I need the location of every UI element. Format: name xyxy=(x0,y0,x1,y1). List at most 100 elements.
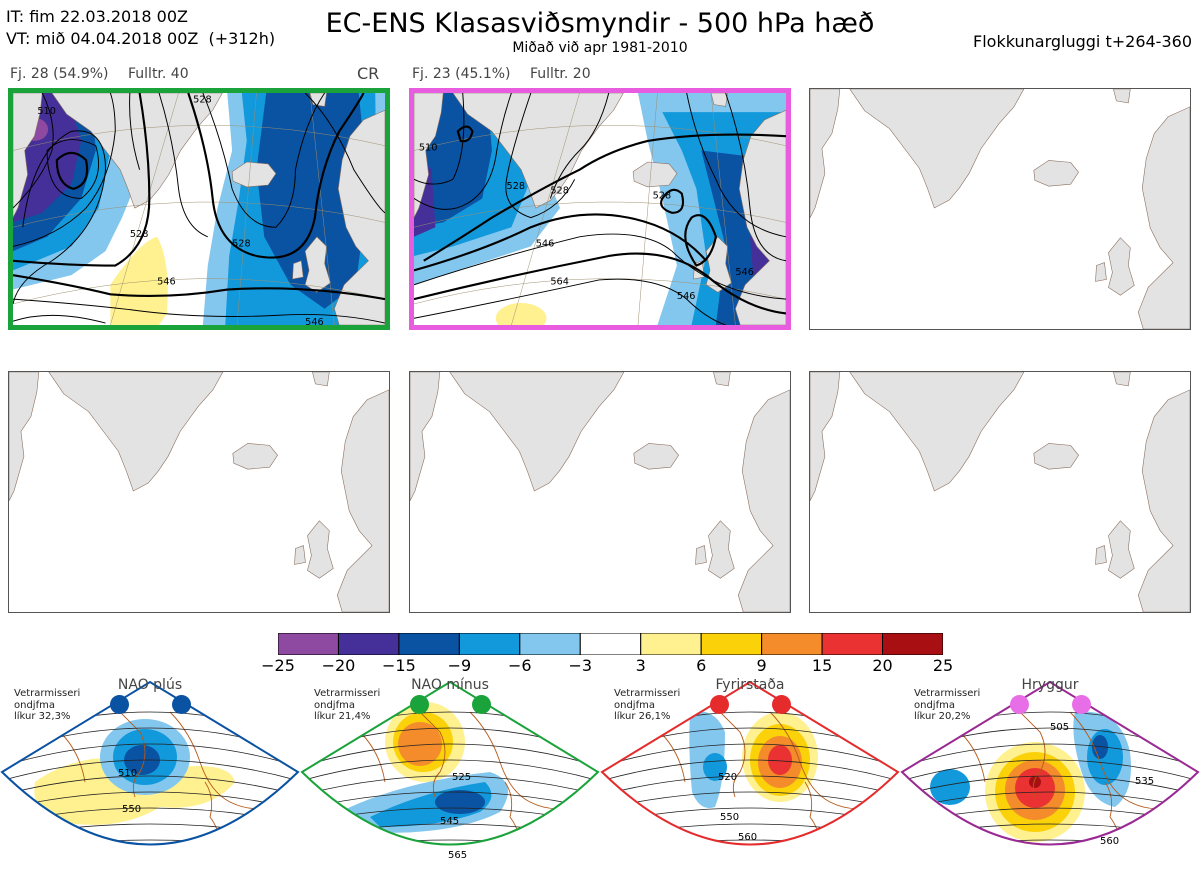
contour-label: 510 xyxy=(419,143,438,154)
contour-label: 546 xyxy=(157,277,176,288)
height-contours xyxy=(13,93,385,324)
issue-time: IT: fim 22.03.2018 00Z xyxy=(6,7,188,26)
map-land-scandinavia xyxy=(1137,389,1190,612)
regime-marker-dot xyxy=(1010,695,1029,714)
valid-time: VT: mið 04.04.2018 00Z (+312h) xyxy=(6,29,276,48)
map-land-greenland xyxy=(849,372,1025,492)
contour-label: 550 xyxy=(122,804,141,815)
map-land xyxy=(810,89,1190,329)
contour-label: 528 xyxy=(130,229,149,240)
regime-outline xyxy=(300,680,600,846)
map-land-canada xyxy=(410,372,441,502)
regime-title: NAO mínus xyxy=(411,677,489,693)
cluster-map-2[interactable]: 528 528 528 546 564 546 546 510 xyxy=(409,88,791,330)
colorbar-tick-label: −3 xyxy=(568,656,593,675)
map-land-iceland xyxy=(632,161,678,188)
map-land-british-isles xyxy=(693,236,732,293)
colorbar-tick-label: −9 xyxy=(447,656,472,675)
contour-label: 560 xyxy=(1100,836,1119,847)
map-land-svalbard xyxy=(312,372,330,387)
cluster-map-6-empty xyxy=(809,371,1191,613)
colorbar-tick-label: 25 xyxy=(932,656,954,675)
cluster-map-3-empty xyxy=(809,88,1191,330)
page-subtitle: Miðað við apr 1981-2010 xyxy=(512,40,688,56)
colorbar-swatch xyxy=(278,633,339,655)
map-land-scandinavia xyxy=(737,389,790,612)
header-times: IT: fim 22.03.2018 00Z VT: mið 04.04.2018… xyxy=(6,6,275,50)
regime-probability: Vetrarmisseri ondjfma líkur 20,2% xyxy=(914,688,981,722)
contour-label: 560 xyxy=(738,832,757,843)
regime-probability: Vetrarmisseri ondjfma líkur 26,1% xyxy=(614,688,681,722)
cluster1-regime-code: CR xyxy=(357,64,380,83)
contour-label: 546 xyxy=(305,317,324,325)
map-land-scandinavia xyxy=(735,109,786,325)
cluster-map-5-empty xyxy=(409,371,791,613)
regime-marker-dot xyxy=(1072,695,1091,714)
regime-marker-dot xyxy=(772,695,791,714)
map-land-canada xyxy=(810,89,841,219)
map-land-british-isles xyxy=(695,520,735,579)
cluster1-rep: Fulltr. 40 xyxy=(128,66,189,82)
map-land-greenland xyxy=(849,89,1025,209)
regime-outline xyxy=(900,680,1200,846)
contour-label: 510 xyxy=(118,768,137,779)
regime-marker-dot xyxy=(410,695,429,714)
regime-probability: Vetrarmisseri ondjfma líkur 21,4% xyxy=(314,688,381,722)
regime-outline xyxy=(0,680,300,846)
colorbar-swatch xyxy=(821,633,884,655)
map-land-iceland xyxy=(633,443,679,470)
regime-ridge: 505 535 560 Hryggur Vetrarmisseri ondjfma lí… xyxy=(900,672,1200,872)
cluster1-count: Fj. 28 (54.9%) xyxy=(10,66,109,82)
regime-nao-plus: 510 550 NAO plús Vetrarmisseri ondjfma líku… xyxy=(0,672,300,872)
contour-label: 528 xyxy=(232,238,251,249)
contour-label: 550 xyxy=(720,812,739,823)
cluster-map-4-empty xyxy=(8,371,390,613)
map-land-greenland xyxy=(449,372,625,492)
contour-label: 510 xyxy=(37,106,56,117)
map-land-svalbard xyxy=(1113,372,1131,387)
colorbar-swatch xyxy=(519,633,581,655)
cluster-map-1[interactable]: 510 528 528 546 546 528 xyxy=(8,88,390,330)
contour-label: 545 xyxy=(440,816,459,827)
colorbar-tick-label: −6 xyxy=(508,656,532,675)
colorbar-tick-label: −25 xyxy=(261,656,295,675)
contour-label: 505 xyxy=(1050,722,1069,733)
height-contours xyxy=(414,93,786,325)
contour-label: 528 xyxy=(193,95,212,106)
cluster2-rep: Fulltr. 20 xyxy=(530,66,591,82)
map-land-svalbard xyxy=(710,93,728,107)
colorbar-swatch xyxy=(579,633,642,655)
map-land xyxy=(810,372,1190,612)
map-land xyxy=(414,93,786,325)
map-land-canada xyxy=(9,372,40,502)
map-land-british-isles xyxy=(294,520,334,579)
map-land-iceland xyxy=(1033,443,1079,470)
map-land-scandinavia xyxy=(336,389,389,612)
colorbar-tick-label: −15 xyxy=(382,656,416,675)
map-coastline xyxy=(359,701,571,845)
map-coastline xyxy=(659,701,871,845)
colorbar-swatch xyxy=(882,633,943,655)
map-land-iceland xyxy=(232,443,278,470)
map-land-british-isles xyxy=(1095,237,1135,296)
map-land-iceland xyxy=(231,161,277,188)
cluster2-count: Fj. 23 (45.1%) xyxy=(412,66,511,82)
colorbar-tick-label: 15 xyxy=(811,656,833,675)
contour-label: 535 xyxy=(1135,776,1154,787)
regime-title: Hryggur xyxy=(1021,677,1079,693)
contour-label: 520 xyxy=(718,772,737,783)
contour-label: 565 xyxy=(448,850,467,861)
contour-label: 528 xyxy=(550,186,569,197)
contour-label: 564 xyxy=(550,277,569,288)
map-land-british-isles xyxy=(1095,520,1135,579)
map-land xyxy=(13,93,385,325)
colorbar-swatch xyxy=(640,633,702,655)
regime-blocking: 520 550 560 Fyrirstaða Vetrarmisseri ondjfma… xyxy=(600,672,900,872)
regime-marker-dot xyxy=(172,695,191,714)
regime-outline xyxy=(600,680,900,846)
contour-label: 546 xyxy=(735,267,754,278)
colorbar-swatch xyxy=(700,633,763,655)
colorbar-tick-label: 3 xyxy=(635,656,646,675)
contour-label: 546 xyxy=(536,238,555,249)
map-land xyxy=(410,372,790,612)
